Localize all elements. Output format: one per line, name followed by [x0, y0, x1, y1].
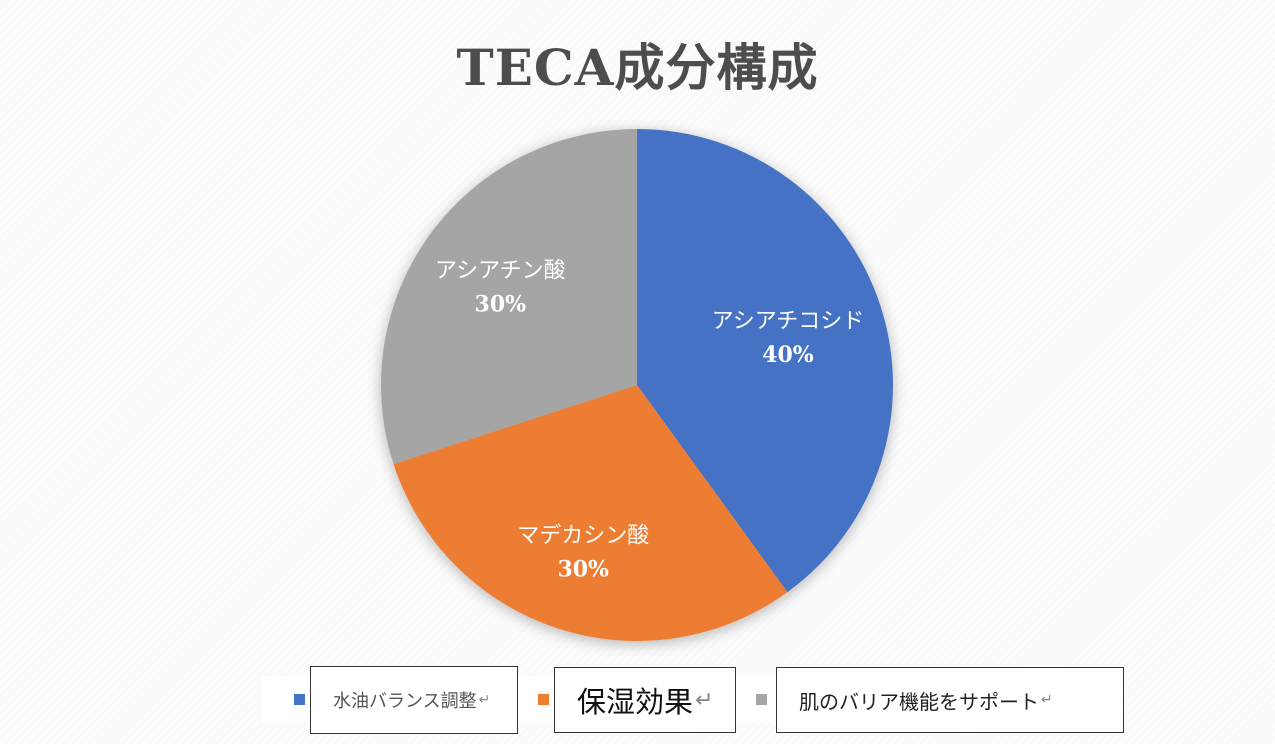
legend-text: 保湿効果	[577, 685, 694, 719]
return-mark-icon: ↵	[1041, 692, 1053, 708]
legend-swatch-gray	[756, 694, 767, 705]
slice-asiaticoside	[637, 129, 893, 593]
legend-entry-moisturizing: 保湿効果 ↵	[554, 667, 736, 733]
data-label-name: アシアチコシド	[712, 309, 865, 334]
slice-madecassic-acid	[393, 385, 788, 641]
chart-title: TECA成分構成	[456, 38, 819, 97]
legend-entry-water-oil-balance: 水油バランス調整 ↵	[310, 666, 518, 734]
data-label-percent: 30%	[475, 292, 527, 318]
slice-asiatic-acid	[381, 129, 637, 465]
data-label-name: アシアチン酸	[435, 259, 566, 284]
legend-swatch-orange	[538, 694, 549, 705]
legend-text: 水油バランス調整	[333, 691, 477, 712]
data-label-percent: 30%	[557, 557, 609, 583]
return-mark-icon: ↵	[478, 692, 491, 708]
legend-text: 肌のバリア機能をサポート	[799, 689, 1039, 714]
legend-swatch-blue	[294, 694, 305, 705]
data-label-name: マデカシン酸	[517, 524, 649, 549]
return-mark-icon: ↵	[695, 687, 714, 713]
legend-entry-skin-barrier: 肌のバリア機能をサポート ↵	[776, 667, 1124, 733]
data-label-percent: 40%	[762, 342, 814, 368]
